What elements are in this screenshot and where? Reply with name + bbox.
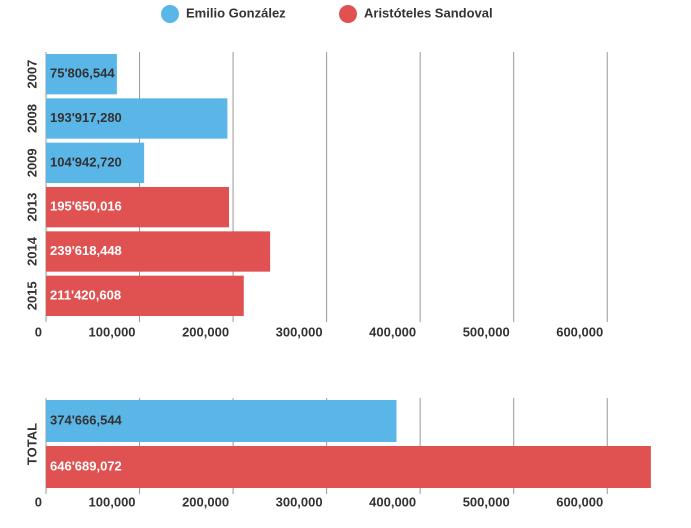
x-tick-label: 500,000 — [463, 494, 510, 509]
x-tick-label: 600,000 — [556, 324, 603, 339]
legend-label: Emilio González — [186, 5, 286, 20]
x-tick-label: 500,000 — [463, 324, 510, 339]
value-label: 193'917,280 — [50, 110, 122, 125]
value-label: 211'420,608 — [50, 287, 121, 302]
bar — [46, 275, 244, 316]
x-tick-label: 400,000 — [369, 324, 416, 339]
x-tick-label: 200,000 — [182, 324, 229, 339]
x-tick-label: 0 — [35, 324, 42, 339]
x-tick-label: 300,000 — [276, 324, 323, 339]
bar — [46, 400, 397, 442]
value-label: 239'618,448 — [50, 243, 122, 258]
x-tick-label: 100,000 — [89, 324, 136, 339]
x-tick-label: 100,000 — [89, 494, 136, 509]
value-label: 646'689,072 — [50, 458, 122, 473]
bar — [46, 142, 145, 183]
x-tick-label: 400,000 — [369, 494, 416, 509]
x-tick-label: 0 — [35, 494, 42, 509]
y-tick-label: TOTAL — [24, 423, 39, 465]
y-tick-label: 2007 — [24, 60, 39, 89]
bar — [46, 54, 117, 95]
value-label: 104'942,720 — [50, 154, 122, 169]
legend-swatch — [161, 5, 179, 23]
value-label: 374'666,544 — [50, 412, 123, 427]
x-tick-label: 200,000 — [182, 494, 229, 509]
bar — [46, 98, 228, 139]
y-tick-label: 2009 — [24, 148, 39, 177]
value-label: 195'650,016 — [50, 199, 122, 214]
y-tick-label: 2015 — [24, 281, 39, 310]
x-tick-label: 300,000 — [276, 494, 323, 509]
legend-swatch — [339, 5, 357, 23]
bar — [46, 187, 230, 228]
y-tick-label: 2014 — [24, 236, 39, 266]
y-tick-label: 2008 — [24, 104, 39, 133]
bar — [46, 231, 271, 272]
legend-label: Aristóteles Sandoval — [364, 5, 493, 20]
y-tick-label: 2013 — [24, 193, 39, 222]
bar — [46, 446, 651, 488]
x-tick-label: 600,000 — [556, 494, 603, 509]
value-label: 75'806,544 — [50, 66, 115, 81]
